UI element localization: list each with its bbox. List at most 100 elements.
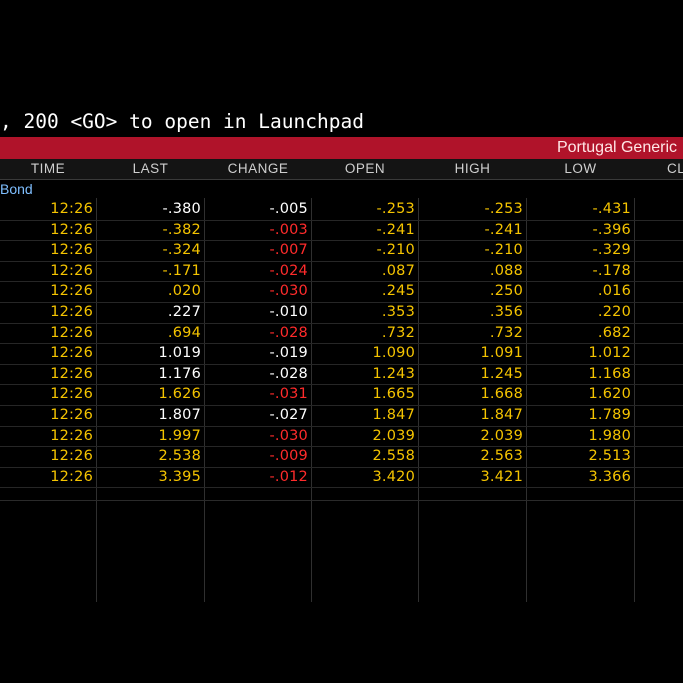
column-header-close[interactable]: CL xyxy=(667,161,683,176)
group-label-bond: Bond xyxy=(0,181,33,197)
cell-low: .016 xyxy=(597,283,631,300)
cell-open: -.241 xyxy=(376,221,415,238)
cell-low: 3.366 xyxy=(588,468,631,485)
cell-time: 12:26 xyxy=(50,386,93,403)
cell-open: -.210 xyxy=(376,242,415,259)
table-row[interactable]: 12:26 1.176 -.028 1.243 1.245 1.168 xyxy=(0,364,683,386)
column-header-low[interactable]: LOW xyxy=(564,161,597,176)
cell-low: 1.168 xyxy=(588,365,631,382)
cell-last: 1.807 xyxy=(158,407,201,423)
cell-low: 2.513 xyxy=(588,448,631,465)
column-header-time[interactable]: TIME xyxy=(30,161,66,176)
cell-high: 1.245 xyxy=(480,365,523,382)
column-header-last[interactable]: LAST xyxy=(132,161,169,176)
cell-time: 12:26 xyxy=(50,242,93,259)
cell-last: -.382 xyxy=(162,221,201,238)
cell-high: 1.668 xyxy=(480,386,523,403)
cell-high: 3.421 xyxy=(480,468,523,485)
cell-open: .732 xyxy=(381,324,415,341)
cell-low: -.431 xyxy=(592,201,631,217)
table-row[interactable]: 12:26 3.395 -.012 3.420 3.421 3.366 xyxy=(0,467,683,489)
cell-change: -.012 xyxy=(269,468,308,485)
cell-last: .227 xyxy=(167,304,201,320)
cell-open: 3.420 xyxy=(372,468,415,485)
cell-change: -.027 xyxy=(269,407,308,423)
cell-low: -.178 xyxy=(592,262,631,279)
cell-time: 12:26 xyxy=(50,468,93,485)
cell-high: -.253 xyxy=(484,201,523,217)
cell-change: -.030 xyxy=(269,283,308,300)
cell-last: 3.395 xyxy=(158,468,201,485)
table-row[interactable]: 12:26 .694 -.028 .732 .732 .682 xyxy=(0,323,683,345)
cell-time: 12:26 xyxy=(50,221,93,238)
cell-change: -.030 xyxy=(269,427,308,444)
cell-open: .087 xyxy=(381,262,415,279)
table-row[interactable]: 12:26 1.807 -.027 1.847 1.847 1.789 xyxy=(0,405,683,427)
cell-low: 1.012 xyxy=(588,345,631,362)
cell-time: 12:26 xyxy=(50,407,93,423)
cell-high: 2.563 xyxy=(480,448,523,465)
cell-low: .682 xyxy=(597,324,631,341)
table-row[interactable]: 12:26 -.171 -.024 .087 .088 -.178 xyxy=(0,261,683,283)
cell-change: -.028 xyxy=(269,324,308,341)
table-row[interactable]: 12:26 -.380 -.005 -.253 -.253 -.431 xyxy=(0,199,683,221)
cell-last: -.171 xyxy=(162,262,201,279)
cell-time: 12:26 xyxy=(50,365,93,382)
column-header-high[interactable]: HIGH xyxy=(454,161,491,176)
cell-time: 12:26 xyxy=(50,324,93,341)
command-line: , 200 <GO> to open in Launchpad xyxy=(0,110,364,133)
cell-last: 1.626 xyxy=(158,386,201,403)
page-title: Portugal Generic xyxy=(556,139,677,156)
column-header-change[interactable]: CHANGE xyxy=(227,161,289,176)
table-row[interactable]: 12:26 .020 -.030 .245 .250 .016 xyxy=(0,281,683,303)
cell-change: -.007 xyxy=(269,242,308,259)
cell-change: -.031 xyxy=(269,386,308,403)
cell-change: -.028 xyxy=(269,365,308,382)
cell-last: -.324 xyxy=(162,242,201,259)
table-row[interactable]: 12:26 .227 -.010 .353 .356 .220 xyxy=(0,302,683,324)
cell-last: .020 xyxy=(167,283,201,300)
cell-low: 1.789 xyxy=(588,407,631,423)
cell-low: 1.620 xyxy=(588,386,631,403)
cell-change: -.019 xyxy=(269,345,308,362)
cell-time: 12:26 xyxy=(50,283,93,300)
table-row[interactable]: 12:26 -.382 -.003 -.241 -.241 -.396 xyxy=(0,220,683,242)
cell-last: .694 xyxy=(167,324,201,341)
table-row[interactable]: 12:26 2.538 -.009 2.558 2.563 2.513 xyxy=(0,446,683,468)
cell-change: -.024 xyxy=(269,262,308,279)
cell-low: 1.980 xyxy=(588,427,631,444)
cell-low: -.396 xyxy=(592,221,631,238)
cell-open: 2.558 xyxy=(372,448,415,465)
cell-high: .250 xyxy=(489,283,523,300)
cell-change: -.009 xyxy=(269,448,308,465)
cell-time: 12:26 xyxy=(50,304,93,320)
cell-last: 1.019 xyxy=(158,345,201,362)
cell-open: 2.039 xyxy=(372,427,415,444)
cell-time: 12:26 xyxy=(50,201,93,217)
cell-high: -.241 xyxy=(484,221,523,238)
cell-low: .220 xyxy=(597,304,631,320)
table-header: TIME LAST CHANGE OPEN HIGH LOW CL xyxy=(0,159,683,180)
cell-high: .356 xyxy=(489,304,523,320)
cell-change: -.005 xyxy=(269,201,308,217)
cell-high: 2.039 xyxy=(480,427,523,444)
cell-high: -.210 xyxy=(484,242,523,259)
cell-open: 1.090 xyxy=(372,345,415,362)
cell-high: 1.091 xyxy=(480,345,523,362)
cell-time: 12:26 xyxy=(50,345,93,362)
table-row[interactable]: 12:26 -.324 -.007 -.210 -.210 -.329 xyxy=(0,240,683,262)
cell-high: 1.847 xyxy=(480,407,523,423)
table-row[interactable]: 12:26 1.626 -.031 1.665 1.668 1.620 xyxy=(0,384,683,406)
column-header-open[interactable]: OPEN xyxy=(344,161,386,176)
cell-change: -.010 xyxy=(269,304,308,320)
cell-time: 12:26 xyxy=(50,448,93,465)
cell-last: 1.997 xyxy=(158,427,201,444)
cell-low: -.329 xyxy=(592,242,631,259)
title-bar: Portugal Generic xyxy=(0,137,683,159)
cell-open: .245 xyxy=(381,283,415,300)
cell-open: -.253 xyxy=(376,201,415,217)
cell-open: 1.665 xyxy=(372,386,415,403)
cell-change: -.003 xyxy=(269,221,308,238)
table-row[interactable]: 12:26 1.997 -.030 2.039 2.039 1.980 xyxy=(0,426,683,448)
table-row[interactable]: 12:26 1.019 -.019 1.090 1.091 1.012 xyxy=(0,343,683,365)
